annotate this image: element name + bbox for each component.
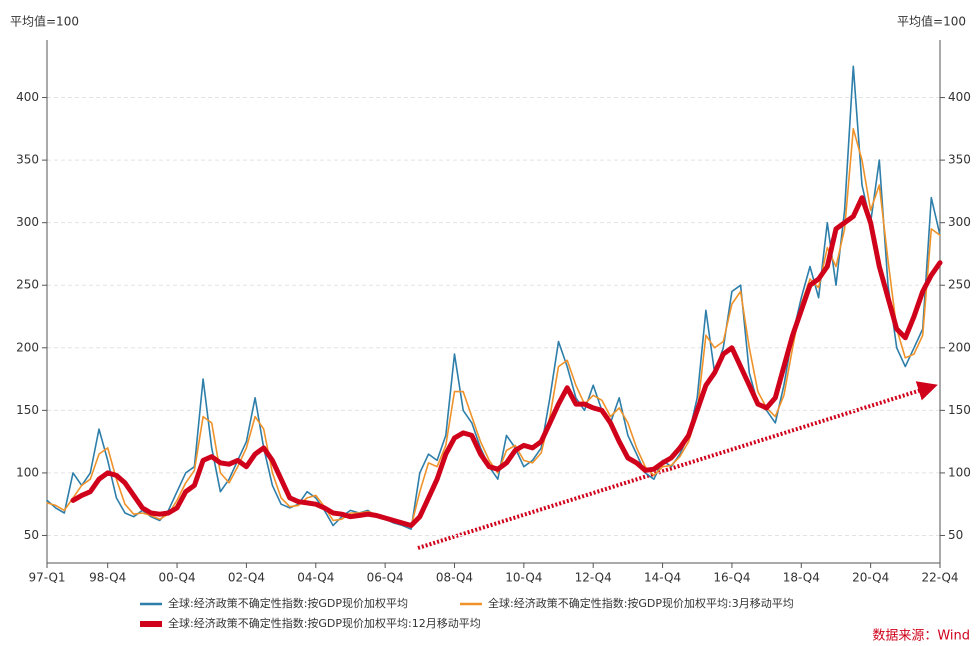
x-tick-label: 20-Q4 xyxy=(852,571,889,585)
legend-label: 全球:经济政策不确定性指数:按GDP现价加权平均:12月移动平均 xyxy=(168,616,481,630)
y-axis-label: 平均值=100 xyxy=(10,14,79,29)
y-tick-label: 100 xyxy=(16,465,39,479)
x-tick-label: 97-Q1 xyxy=(28,571,65,585)
y2-tick-label: 150 xyxy=(948,403,971,417)
x-tick-label: 18-Q4 xyxy=(783,571,820,585)
y2-tick-label: 350 xyxy=(948,153,971,167)
y2-tick-label: 100 xyxy=(948,465,971,479)
y-tick-label: 250 xyxy=(16,278,39,292)
x-tick-label: 02-Q4 xyxy=(228,571,265,585)
y-tick-label: 200 xyxy=(16,340,39,354)
source: 数据来源：Wind xyxy=(872,629,970,644)
x-tick-label: 12-Q4 xyxy=(575,571,612,585)
y2-tick-label: 200 xyxy=(948,340,971,354)
y2-axis-label: 平均值=100 xyxy=(897,14,966,29)
x-tick-label: 16-Q4 xyxy=(713,571,750,585)
y-tick-label: 150 xyxy=(16,403,39,417)
x-tick-label: 14-Q4 xyxy=(644,571,681,585)
legend-label: 全球:经济政策不确定性指数:按GDP现价加权平均:3月移动平均 xyxy=(488,596,794,610)
y2-tick-label: 250 xyxy=(948,278,971,292)
y-tick-label: 50 xyxy=(24,528,39,542)
y-tick-label: 350 xyxy=(16,153,39,167)
x-tick-label: 08-Q4 xyxy=(436,571,473,585)
y-tick-label: 300 xyxy=(16,215,39,229)
y2-tick-label: 300 xyxy=(948,215,971,229)
x-tick-label: 22-Q4 xyxy=(921,571,958,585)
x-tick-label: 06-Q4 xyxy=(367,571,404,585)
y2-tick-label: 50 xyxy=(948,528,963,542)
y-tick-label: 400 xyxy=(16,90,39,104)
legend-label: 全球:经济政策不确定性指数:按GDP现价加权平均 xyxy=(168,596,408,610)
x-tick-label: 04-Q4 xyxy=(297,571,334,585)
x-tick-label: 00-Q4 xyxy=(158,571,195,585)
x-tick-label: 98-Q4 xyxy=(89,571,126,585)
series-line xyxy=(70,195,943,528)
y2-tick-label: 400 xyxy=(948,90,971,104)
x-tick-label: 10-Q4 xyxy=(505,571,542,585)
